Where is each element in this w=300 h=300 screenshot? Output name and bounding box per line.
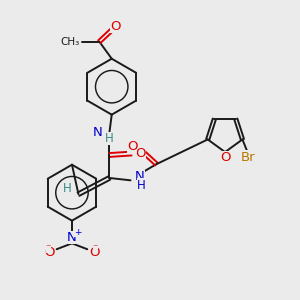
Text: O: O <box>220 151 231 164</box>
Text: O: O <box>89 246 99 259</box>
Text: +: + <box>74 228 82 237</box>
Text: O: O <box>111 20 121 32</box>
Text: N: N <box>67 231 77 244</box>
Text: O: O <box>127 140 137 153</box>
Text: N: N <box>93 126 103 140</box>
Text: N: N <box>135 170 145 183</box>
Text: H: H <box>105 132 114 145</box>
Text: O: O <box>45 246 55 259</box>
Text: CH₃: CH₃ <box>60 37 79 46</box>
Text: O: O <box>135 147 146 160</box>
Text: ⁻: ⁻ <box>46 243 51 253</box>
Text: H: H <box>63 182 72 195</box>
Text: H: H <box>137 178 146 191</box>
Text: Br: Br <box>241 151 256 164</box>
Text: ⁻: ⁻ <box>93 243 98 253</box>
